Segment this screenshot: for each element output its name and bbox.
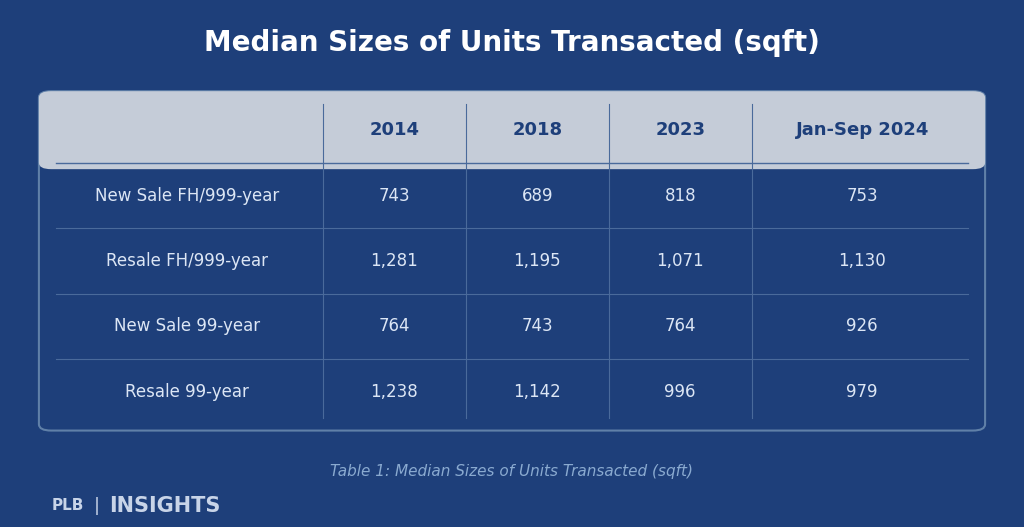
Text: 979: 979 [847, 383, 878, 401]
Text: Jan-Sep 2024: Jan-Sep 2024 [796, 121, 929, 139]
Text: 1,281: 1,281 [371, 252, 419, 270]
Text: INSIGHTS: INSIGHTS [110, 496, 221, 516]
Text: 743: 743 [379, 187, 411, 204]
Text: 764: 764 [665, 317, 696, 335]
Text: 926: 926 [847, 317, 878, 335]
Text: 2018: 2018 [512, 121, 562, 139]
Text: 753: 753 [847, 187, 878, 204]
Text: Table 1: Median Sizes of Units Transacted (sqft): Table 1: Median Sizes of Units Transacte… [331, 464, 693, 479]
Text: 1,071: 1,071 [656, 252, 705, 270]
Text: 743: 743 [521, 317, 553, 335]
Text: 764: 764 [379, 317, 411, 335]
Text: 1,195: 1,195 [513, 252, 561, 270]
Text: 1,130: 1,130 [839, 252, 886, 270]
FancyBboxPatch shape [39, 91, 985, 169]
Text: 1,142: 1,142 [513, 383, 561, 401]
Text: PLB: PLB [51, 499, 84, 513]
Bar [51, 130, 973, 163]
FancyBboxPatch shape [39, 91, 985, 431]
Text: 1,238: 1,238 [371, 383, 419, 401]
Text: Median Sizes of Units Transacted (sqft): Median Sizes of Units Transacted (sqft) [204, 29, 820, 57]
Text: 2023: 2023 [655, 121, 706, 139]
Text: Resale 99-year: Resale 99-year [125, 383, 249, 401]
Text: 818: 818 [665, 187, 696, 204]
Text: New Sale FH/999-year: New Sale FH/999-year [95, 187, 280, 204]
Text: |: | [94, 497, 100, 515]
Text: 2014: 2014 [370, 121, 420, 139]
Text: Resale FH/999-year: Resale FH/999-year [106, 252, 268, 270]
Text: 996: 996 [665, 383, 696, 401]
Text: New Sale 99-year: New Sale 99-year [114, 317, 260, 335]
Text: 689: 689 [521, 187, 553, 204]
